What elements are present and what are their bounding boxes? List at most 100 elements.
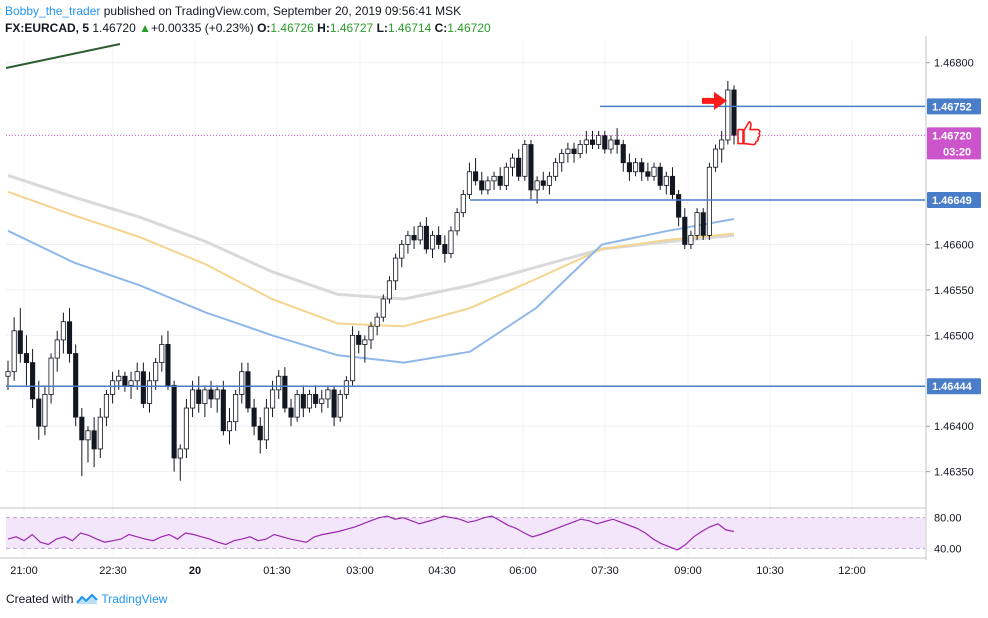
candle-body (196, 389, 202, 404)
candle (48, 353, 54, 404)
candle (706, 162, 712, 240)
candle-body (571, 148, 577, 154)
candle (417, 221, 423, 245)
candle-body (319, 398, 325, 404)
candle-body (731, 89, 737, 136)
candle-body (128, 380, 134, 386)
symbol-label: FX:EURCAD, 5 (5, 21, 90, 35)
candle (454, 208, 460, 236)
candle-body (712, 148, 719, 168)
candle (36, 380, 42, 440)
candle-body (30, 362, 36, 400)
candle (528, 139, 534, 200)
author-name[interactable]: Bobby_the_trader (5, 4, 101, 18)
candle-body (614, 139, 620, 145)
candle-body (583, 139, 589, 145)
tradingview-brand[interactable]: TradingView (101, 592, 168, 606)
red-arrow-icon[interactable] (702, 91, 727, 110)
candle (374, 312, 380, 336)
candle (165, 330, 171, 390)
candle (103, 389, 109, 427)
candle-body (177, 448, 183, 459)
candle (485, 176, 491, 195)
candle-body (276, 375, 282, 391)
candle-body (497, 175, 503, 186)
candle-body (442, 244, 448, 254)
candle (42, 385, 48, 436)
candle (423, 217, 429, 254)
rsi-band (6, 517, 925, 549)
candle (85, 426, 91, 463)
candle-body (540, 180, 546, 186)
candle (239, 362, 245, 404)
candle-body (116, 375, 122, 382)
candle (688, 230, 694, 250)
candle (460, 189, 466, 218)
candle-body (509, 157, 516, 168)
x-tick-label: 03:00 (346, 565, 374, 577)
price-line-label: 1.46649 (932, 195, 972, 207)
candle (122, 371, 128, 392)
candle (725, 80, 731, 145)
y-tick-label: 1.46400 (934, 421, 974, 433)
candle (719, 130, 725, 163)
thumbs-up-icon[interactable] (737, 121, 761, 146)
candle (91, 417, 97, 468)
candle (134, 362, 140, 390)
candle (343, 376, 349, 399)
candle-body (596, 135, 602, 145)
candle (583, 130, 589, 154)
candle (202, 385, 208, 418)
candle (362, 335, 368, 363)
candle-body (54, 339, 60, 359)
candle-body (460, 194, 466, 214)
candle (30, 348, 36, 409)
candle-body (608, 139, 614, 150)
candle (331, 385, 337, 427)
candle-body (17, 330, 23, 354)
candle (60, 312, 66, 354)
candle (196, 376, 202, 413)
candle-body (233, 394, 239, 423)
candle (11, 317, 17, 381)
candle (602, 130, 608, 154)
candle-body (393, 257, 399, 282)
candle-body (682, 216, 688, 245)
candle (608, 135, 614, 154)
candle (436, 226, 442, 250)
candle-body (528, 144, 534, 191)
candle (633, 158, 639, 177)
candle (712, 144, 719, 172)
moving-average-line (7, 173, 735, 301)
candle (405, 230, 411, 254)
candle (399, 239, 405, 268)
candle (448, 226, 454, 259)
candle-body (676, 194, 682, 218)
candle-body (639, 162, 645, 173)
candle-body (374, 316, 380, 327)
candle-body (313, 394, 319, 404)
high-value: 1.46727 (329, 21, 374, 35)
candle (128, 371, 134, 399)
last-price: 1.46720 (92, 21, 136, 35)
y-tick-label: 1.46600 (934, 239, 974, 251)
candle (589, 130, 596, 150)
current-price-box (927, 127, 981, 160)
candle (614, 128, 620, 154)
candle-body (146, 380, 153, 404)
close-label: C: (434, 21, 448, 35)
candle-body (97, 416, 103, 450)
candle-body (140, 371, 146, 404)
open-value: 1.46726 (270, 21, 314, 35)
candle-body (386, 280, 393, 300)
price-chart[interactable]: 80.00 40.00 1.46752 1.46649 1.46444 1.46720 0… (0, 0, 988, 585)
candle-body (522, 144, 528, 177)
candle (276, 369, 282, 399)
x-tick-label: 21:00 (10, 565, 38, 577)
candle (516, 149, 522, 181)
close-value: 1.46720 (447, 21, 491, 35)
candle-body (85, 430, 91, 441)
candle (23, 335, 30, 386)
trend-line[interactable] (5, 43, 121, 69)
candle-body (159, 344, 165, 364)
